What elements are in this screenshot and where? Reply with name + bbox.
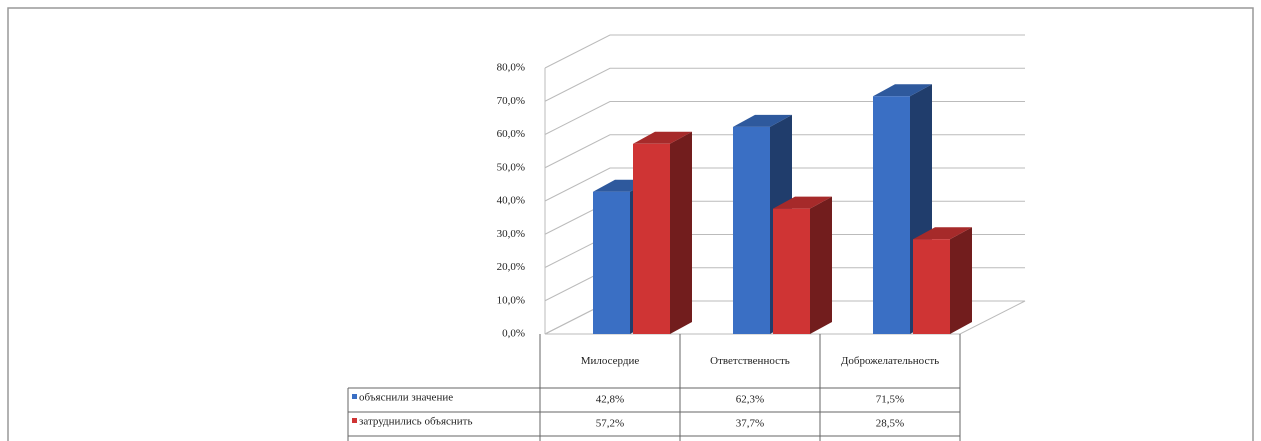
bar-side	[670, 131, 692, 334]
category-cell: Доброжелательность	[840, 355, 940, 367]
legend-key	[352, 418, 357, 423]
bar-side	[950, 227, 972, 334]
bar	[913, 239, 950, 334]
x-tick-label: Доброжелательность	[840, 355, 940, 367]
grid-line	[544, 67, 1025, 102]
bar	[733, 126, 770, 334]
y-tick-label: 0,0%	[502, 328, 525, 340]
data-label: 37,7%	[736, 418, 764, 430]
data-label: 62,3%	[736, 394, 764, 406]
x-tick-label: Ответственность	[710, 355, 790, 367]
bar-side	[810, 196, 832, 334]
data-label: 28,5%	[876, 418, 904, 430]
y-tick-label: 80,0%	[497, 62, 525, 74]
legend-label: затруднились объяснить	[359, 416, 473, 428]
y-tick-label: 70,0%	[497, 95, 525, 107]
bar	[633, 143, 670, 334]
frame	[7, 7, 1254, 441]
grid-line	[544, 34, 1025, 69]
bar-top	[633, 131, 692, 144]
bar-top	[873, 84, 932, 97]
y-tick-label: 40,0%	[497, 195, 525, 207]
bar	[873, 96, 910, 334]
legend-label: объяснили значение	[359, 392, 453, 404]
bar	[593, 191, 630, 334]
data-label: 57,2%	[596, 418, 624, 430]
bar-top	[773, 196, 832, 209]
x-tick-label: Милосердие	[580, 355, 640, 367]
category-cell: Милосердие	[580, 355, 640, 367]
bar	[773, 208, 810, 334]
data-label: 42,8%	[596, 394, 624, 406]
bar-top	[913, 227, 972, 240]
bar-top	[733, 114, 792, 127]
y-tick-label: 10,0%	[497, 294, 525, 306]
y-tick-label: 60,0%	[497, 128, 525, 140]
data-label: 71,5%	[876, 394, 904, 406]
category-cell: Ответственность	[710, 355, 790, 367]
y-tick-label: 20,0%	[497, 261, 525, 273]
legend-key	[352, 394, 357, 399]
y-tick-label: 30,0%	[497, 228, 525, 240]
y-tick-label: 50,0%	[497, 161, 525, 173]
